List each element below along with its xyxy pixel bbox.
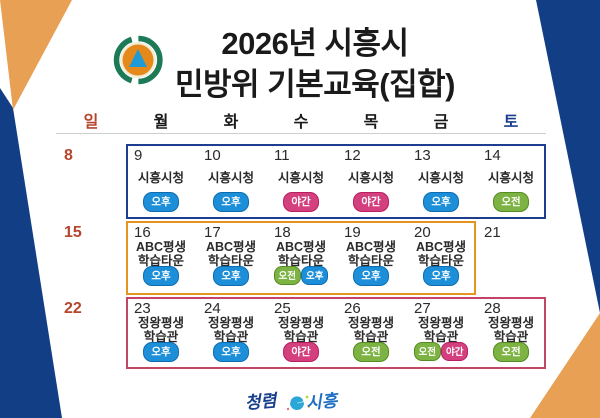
svg-text:시흥: 시흥: [305, 391, 340, 413]
svg-text:청렴: 청렴: [245, 391, 279, 413]
